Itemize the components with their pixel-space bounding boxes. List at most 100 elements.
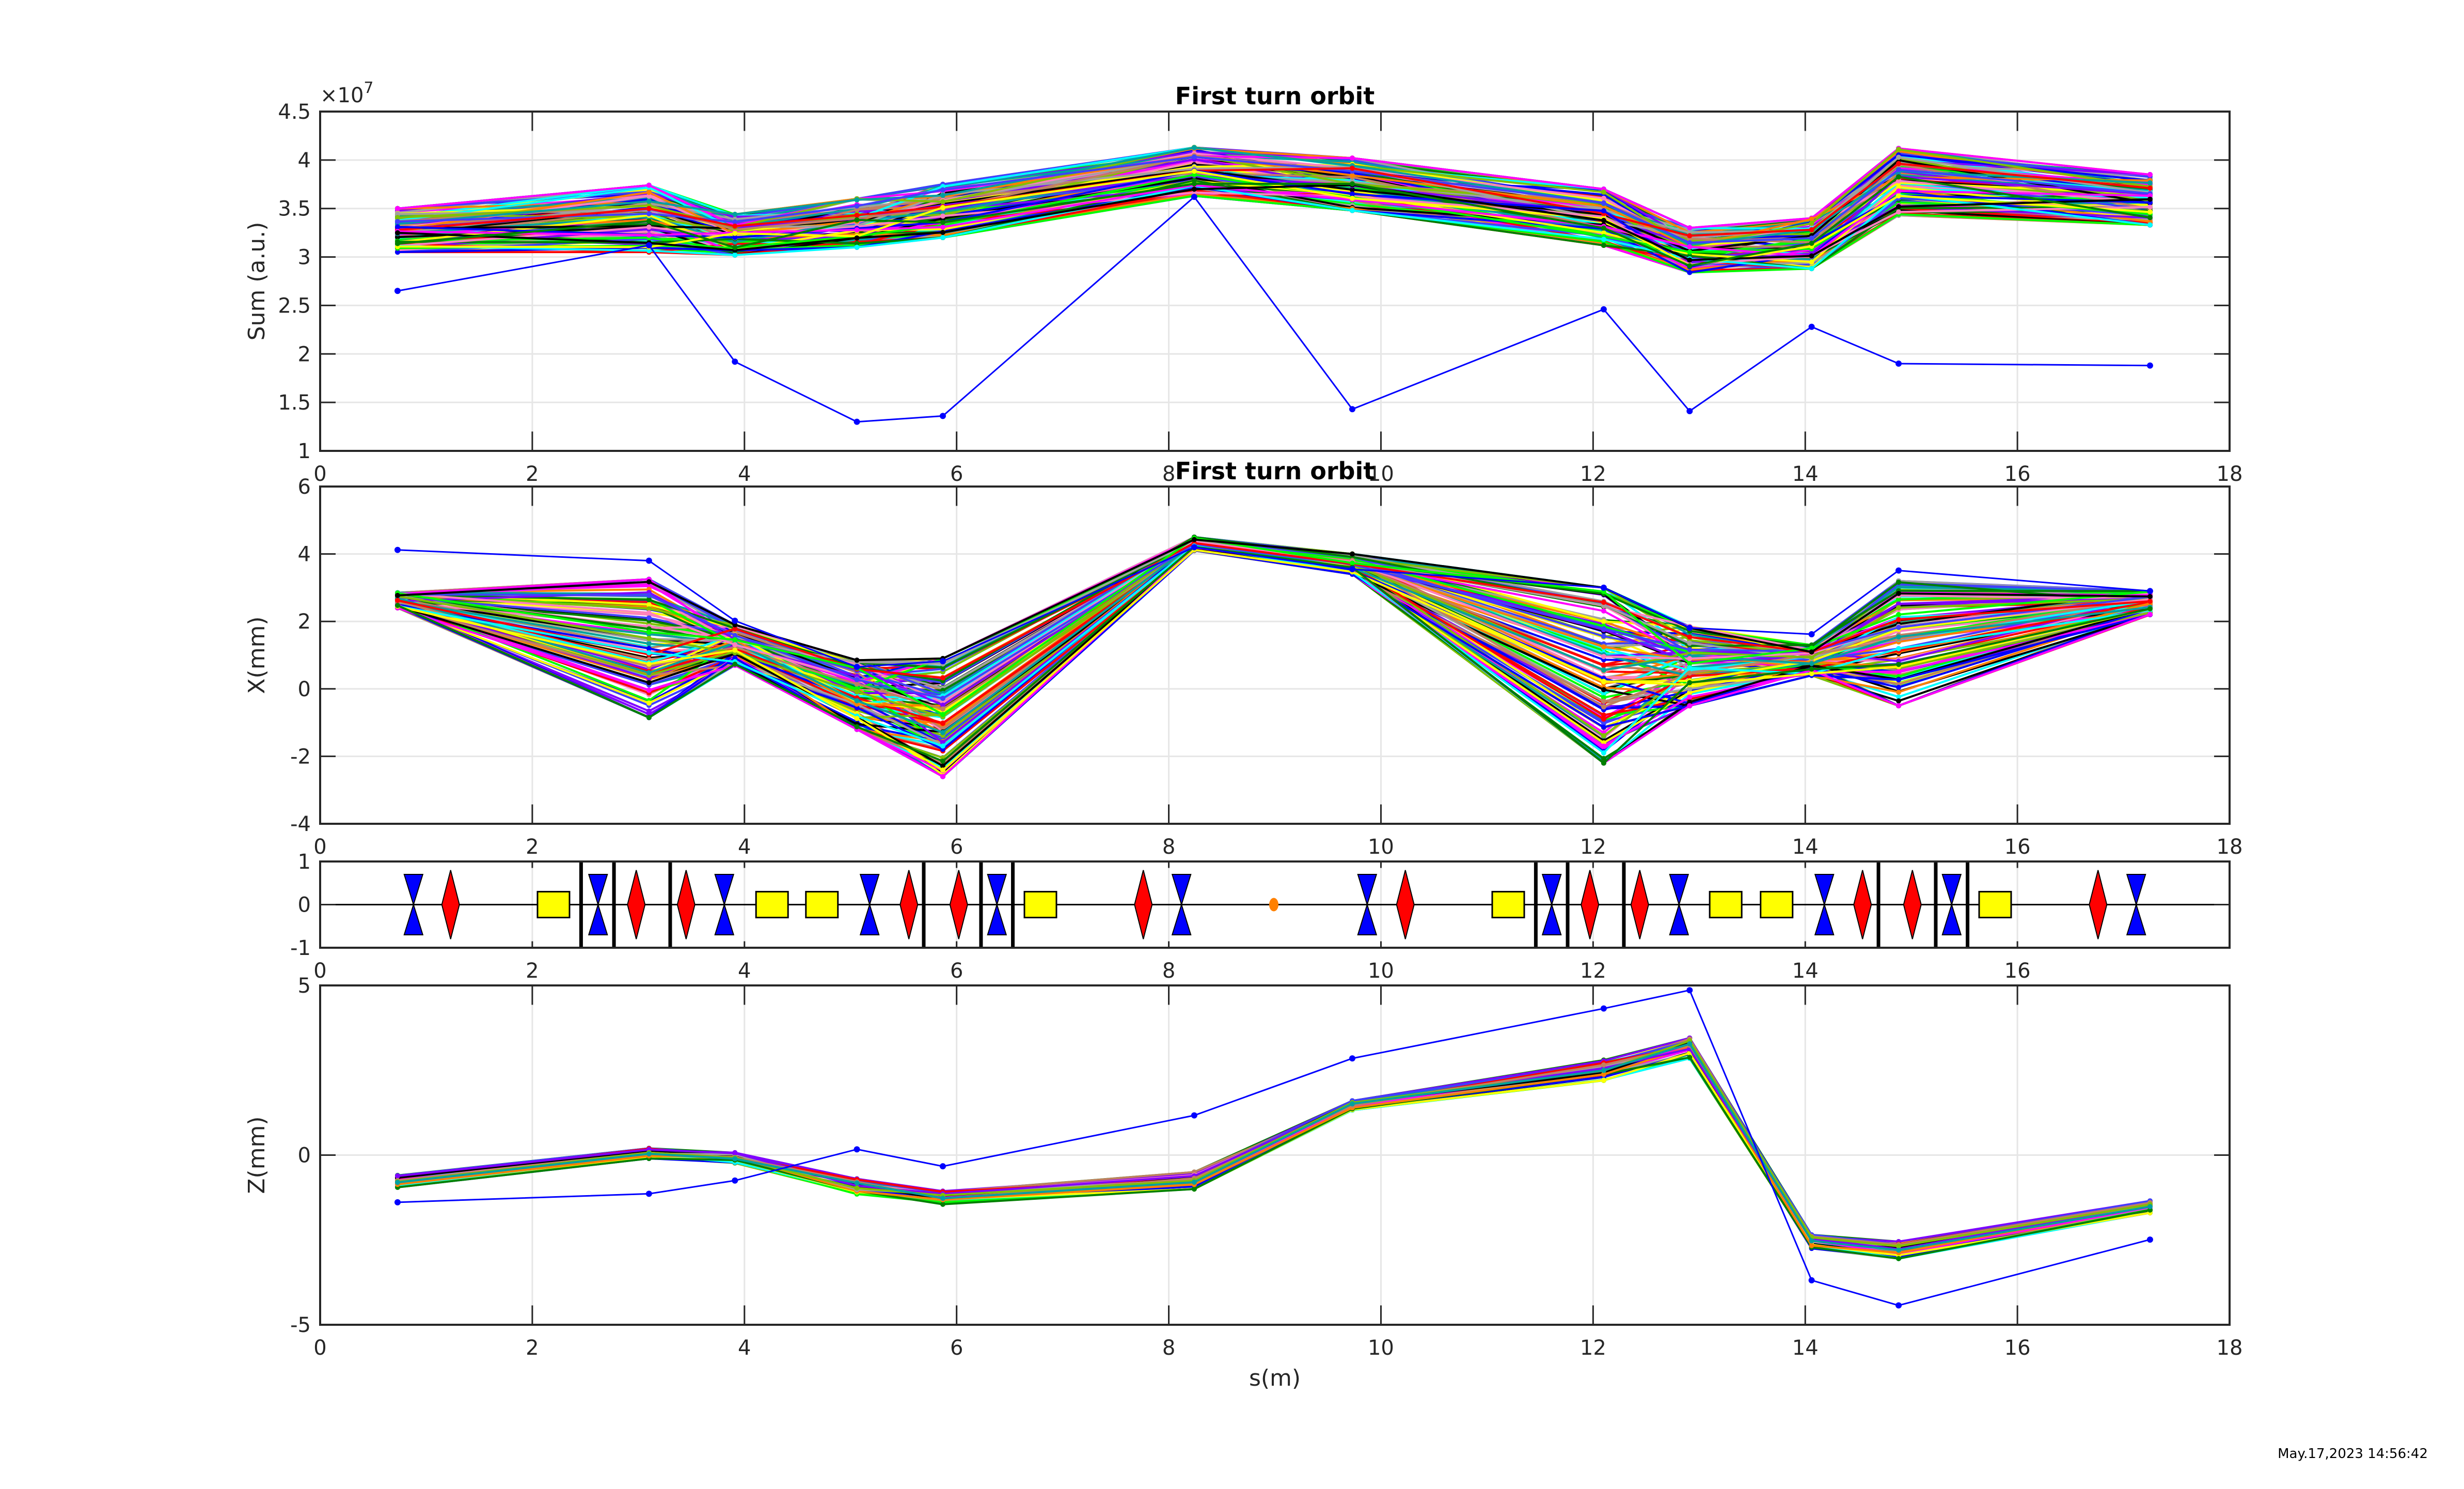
data-point — [1687, 699, 1693, 705]
data-point — [394, 219, 400, 225]
y-tick-label: -5 — [290, 1313, 311, 1337]
y-tick-label: -2 — [290, 745, 311, 769]
data-point — [732, 245, 738, 250]
data-point — [854, 677, 860, 682]
y-tick-label: -1 — [290, 936, 311, 960]
data-point — [1191, 168, 1197, 174]
data-point — [1601, 600, 1606, 605]
y-tick-label: 6 — [298, 475, 311, 499]
dipole-magnet-icon — [1709, 890, 1743, 919]
focusing-quad-icon — [859, 874, 880, 935]
y-tick-label: 4.5 — [278, 100, 311, 124]
outlier-data-point — [645, 1190, 652, 1197]
data-point — [646, 1151, 652, 1156]
data-point — [940, 220, 945, 225]
y-tick-label: 5 — [298, 974, 311, 998]
data-point — [1809, 1243, 1814, 1248]
data-point — [732, 633, 738, 638]
x-tick-label: 4 — [738, 1336, 751, 1360]
outlier-data-point — [732, 1177, 738, 1184]
data-point — [2147, 222, 2153, 228]
series-line — [397, 169, 2150, 268]
data-point — [2147, 172, 2153, 178]
data-point — [646, 610, 652, 616]
outlier-data-point — [1686, 408, 1693, 415]
outlier-series-line — [397, 989, 2151, 1307]
data-point — [646, 650, 652, 655]
dipole-magnet-icon — [536, 890, 571, 919]
data-point — [1687, 665, 1693, 671]
data-point — [940, 1196, 945, 1201]
data-point — [646, 680, 652, 685]
data-point — [1896, 634, 1902, 640]
data-point — [854, 716, 860, 722]
outlier-data-point — [1191, 1112, 1197, 1119]
outlier-data-point — [1349, 566, 1355, 572]
data-point — [1896, 624, 1902, 630]
data-point — [394, 224, 400, 230]
data-point — [732, 626, 738, 632]
data-point — [2147, 204, 2153, 210]
data-point — [732, 211, 738, 217]
outlier-series-line — [397, 195, 2150, 423]
dipole-magnet-icon — [1023, 890, 1057, 919]
series-line — [397, 162, 2151, 237]
series-line — [397, 538, 2150, 662]
data-point — [646, 182, 652, 188]
data-point — [940, 730, 945, 735]
trace-bundle — [394, 534, 2153, 779]
data-point — [1896, 591, 1902, 597]
data-point — [1601, 720, 1606, 726]
data-point — [940, 199, 945, 205]
y-axis-label: X(mm) — [244, 616, 270, 694]
data-point — [940, 235, 945, 241]
outlier-data-point — [1349, 1055, 1355, 1062]
data-point — [854, 698, 860, 703]
series-line — [397, 1042, 2151, 1251]
data-point — [646, 211, 652, 216]
data-point — [1896, 689, 1902, 695]
x-tick-label: 0 — [313, 1336, 326, 1360]
data-point — [854, 207, 860, 213]
data-point — [1687, 703, 1693, 709]
exponent-power: 7 — [364, 79, 373, 97]
dipole-magnet-icon — [755, 890, 789, 919]
data-point — [1601, 743, 1606, 749]
data-point — [1896, 684, 1902, 690]
data-point — [1601, 190, 1606, 195]
data-point — [394, 215, 400, 221]
data-point — [1191, 181, 1197, 186]
x-tick-label: 2 — [526, 462, 539, 486]
data-point — [1809, 241, 1814, 246]
series-line — [397, 176, 2151, 267]
data-point — [940, 205, 945, 210]
data-point — [1809, 671, 1814, 677]
data-point — [1687, 1041, 1693, 1047]
data-point — [1349, 173, 1355, 178]
data-point — [732, 230, 738, 236]
data-point — [940, 702, 945, 708]
x-tick-label: 8 — [1162, 1336, 1175, 1360]
data-point — [1896, 605, 1902, 610]
data-point — [1687, 1055, 1693, 1060]
y-tick-label: 1 — [298, 440, 311, 463]
data-point — [1601, 695, 1606, 700]
outlier-data-point — [1600, 306, 1607, 312]
data-point — [1896, 188, 1902, 194]
data-point — [732, 661, 738, 667]
data-point — [1687, 640, 1693, 646]
data-point — [1809, 661, 1814, 666]
data-point — [1809, 266, 1814, 272]
data-point — [1809, 1238, 1814, 1244]
data-point — [940, 774, 945, 779]
x-tick-label: 10 — [1368, 835, 1394, 859]
outlier-data-point — [939, 1163, 946, 1170]
defocusing-quad-icon — [1134, 870, 1153, 939]
data-point — [1687, 670, 1693, 676]
data-point — [1687, 233, 1693, 239]
outlier-data-point — [1600, 1005, 1607, 1012]
data-point — [1601, 724, 1606, 730]
data-point — [1687, 249, 1693, 255]
marker-icon — [1269, 898, 1278, 912]
data-point — [854, 235, 860, 241]
